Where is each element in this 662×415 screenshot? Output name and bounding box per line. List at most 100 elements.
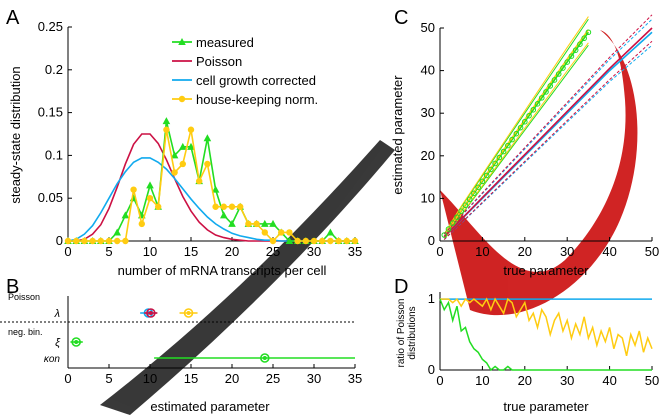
panel-a-ytick-label: 0.1 — [45, 147, 63, 162]
panel-c-ylabel: estimated parameter — [390, 75, 405, 195]
panel-c-ytick-label: 40 — [421, 63, 435, 78]
panel-a-ylabel: steady-state distribution — [8, 66, 23, 203]
panel-a-ytick-label: 0.25 — [38, 19, 63, 34]
panel-a-legend-label: cell growth corrected — [196, 73, 316, 88]
panel-c-point — [471, 190, 477, 197]
panel-d-series-line — [439, 298, 652, 372]
panel-c-xtick-label: 50 — [645, 244, 659, 259]
panel-c-point — [581, 35, 587, 42]
panel-c-point — [568, 53, 575, 59]
panel-d-xlabel: true parameter — [503, 399, 589, 414]
panel-c-point — [526, 112, 532, 119]
panel-c-point — [560, 65, 566, 71]
panel-c-point — [547, 83, 554, 89]
panel-a-hk-point — [105, 237, 113, 245]
panel-c-point — [530, 106, 537, 113]
panel-b-point-center — [74, 340, 79, 344]
panel-b-xtick-label: 5 — [105, 371, 112, 386]
panel-d-series-line — [440, 297, 653, 356]
panel-c-point — [466, 196, 473, 203]
panel-c-point — [454, 214, 460, 220]
panel-c-point — [551, 77, 558, 83]
panel-a-hk-point — [228, 203, 236, 210]
panel-c-point — [500, 148, 507, 155]
panel-a-ytick-label: 0.2 — [45, 62, 63, 77]
panel-d-ylabel-line1: ratio of Poisson — [396, 299, 407, 368]
panel-a-hk-point — [302, 237, 309, 245]
panel-a-hk-point — [196, 177, 203, 185]
panel-a-hk-point — [335, 237, 342, 245]
panel-a-legend-label: Poisson — [196, 54, 242, 69]
panel-c-band-upper — [443, 18, 653, 235]
panel-a-hk-point — [278, 229, 285, 236]
panel-c-point — [479, 178, 486, 185]
panel-c-xtick-label: 30 — [560, 244, 574, 259]
panel-c-xlabel: true parameter — [503, 263, 589, 278]
panel-a-xtick-label: 25 — [266, 244, 280, 259]
panel-b-row-xi: ξ — [55, 337, 61, 349]
panel-a-ytick-label: 0.05 — [38, 190, 63, 205]
panel-a-xtick-label: 20 — [225, 244, 239, 259]
panel-a-measured-point — [146, 181, 154, 189]
panel-a-measured-point — [326, 228, 335, 236]
panel-d-letter: D — [394, 276, 408, 298]
panel-c-point — [517, 124, 524, 131]
panel-a-hk-point — [146, 195, 154, 202]
panel-a-hk-point — [310, 237, 318, 245]
panel-b-group-poisson: Poisson — [8, 292, 40, 302]
panel-a-ytick-label: 0 — [56, 233, 63, 248]
panel-a-letter: A — [6, 7, 20, 29]
panel-c-band-upper — [443, 14, 653, 235]
panel-b-point-center — [186, 311, 191, 315]
panel-c-point — [555, 71, 562, 77]
panel-a-hk-point — [187, 126, 195, 133]
panel-b-point-center — [262, 356, 267, 360]
panel-c-point — [449, 220, 456, 226]
panel-c-series-line — [443, 27, 653, 238]
panel-a-hk-point — [114, 237, 121, 245]
panel-a-hk-point — [351, 237, 359, 245]
panel-c-point — [522, 118, 528, 125]
panel-a-xtick-label: 10 — [143, 244, 157, 259]
panel-c: C 0 10 20 30 40 50 0 10 20 30 40 50 true parameter est… — [390, 7, 659, 278]
panel-c-band-upper — [443, 16, 589, 235]
panel-a-xlabel: number of mRNA transcripts per cell — [118, 263, 327, 278]
panel-a-measured-point — [170, 151, 179, 159]
panel-a-hk-point — [220, 203, 227, 210]
panel-c-band-lower — [443, 44, 653, 240]
panel-a-xtick-label: 15 — [184, 244, 198, 259]
panel-a-measured-point — [228, 219, 236, 227]
panel-c-point — [538, 95, 545, 101]
panel-a-measured-point — [113, 228, 121, 236]
panel-a-hk-point — [253, 220, 260, 228]
panel-a-legend-label: house-keeping norm. — [196, 92, 318, 107]
panel-c-letter: C — [394, 7, 408, 29]
panel-a-hk-point — [204, 160, 211, 168]
panel-c-band-upper — [443, 18, 589, 235]
panel-a-xtick-label: 0 — [64, 244, 71, 259]
panel-d-ytick-label: 0 — [428, 362, 435, 377]
panel-a-hk-point — [327, 237, 334, 245]
panel-a-hk-point — [319, 237, 326, 245]
panel-c-ytick-label: 50 — [421, 20, 435, 35]
panel-d-xtick-label: 0 — [436, 373, 443, 388]
panel-c-point — [585, 29, 592, 36]
panel-c-band-lower — [443, 40, 653, 240]
panel-a-xtick-label: 30 — [307, 244, 321, 259]
panel-c-point — [441, 232, 448, 238]
panel-c-xtick-label: 40 — [602, 244, 616, 259]
panel-a-hk-point — [97, 237, 105, 245]
panel-c-point — [475, 184, 481, 191]
panel-b-xtick-label: 30 — [307, 371, 321, 386]
panel-c-point — [572, 47, 579, 53]
panel-d-xtick-label: 20 — [518, 373, 532, 388]
panel-c-xtick-label: 20 — [518, 244, 532, 259]
panel-c-point — [496, 154, 503, 161]
panel-a-hk-point — [122, 237, 129, 245]
panel-a-measured-point — [269, 219, 277, 227]
panel-b: B 0 5 10 15 20 25 30 35 estimated parameter Poisso… — [0, 276, 362, 414]
panel-b-xtick-label: 0 — [64, 371, 71, 386]
panel-c-ytick-label: 30 — [421, 105, 435, 120]
panel-a-hk-point — [89, 237, 96, 245]
panel-c-point — [577, 41, 583, 47]
